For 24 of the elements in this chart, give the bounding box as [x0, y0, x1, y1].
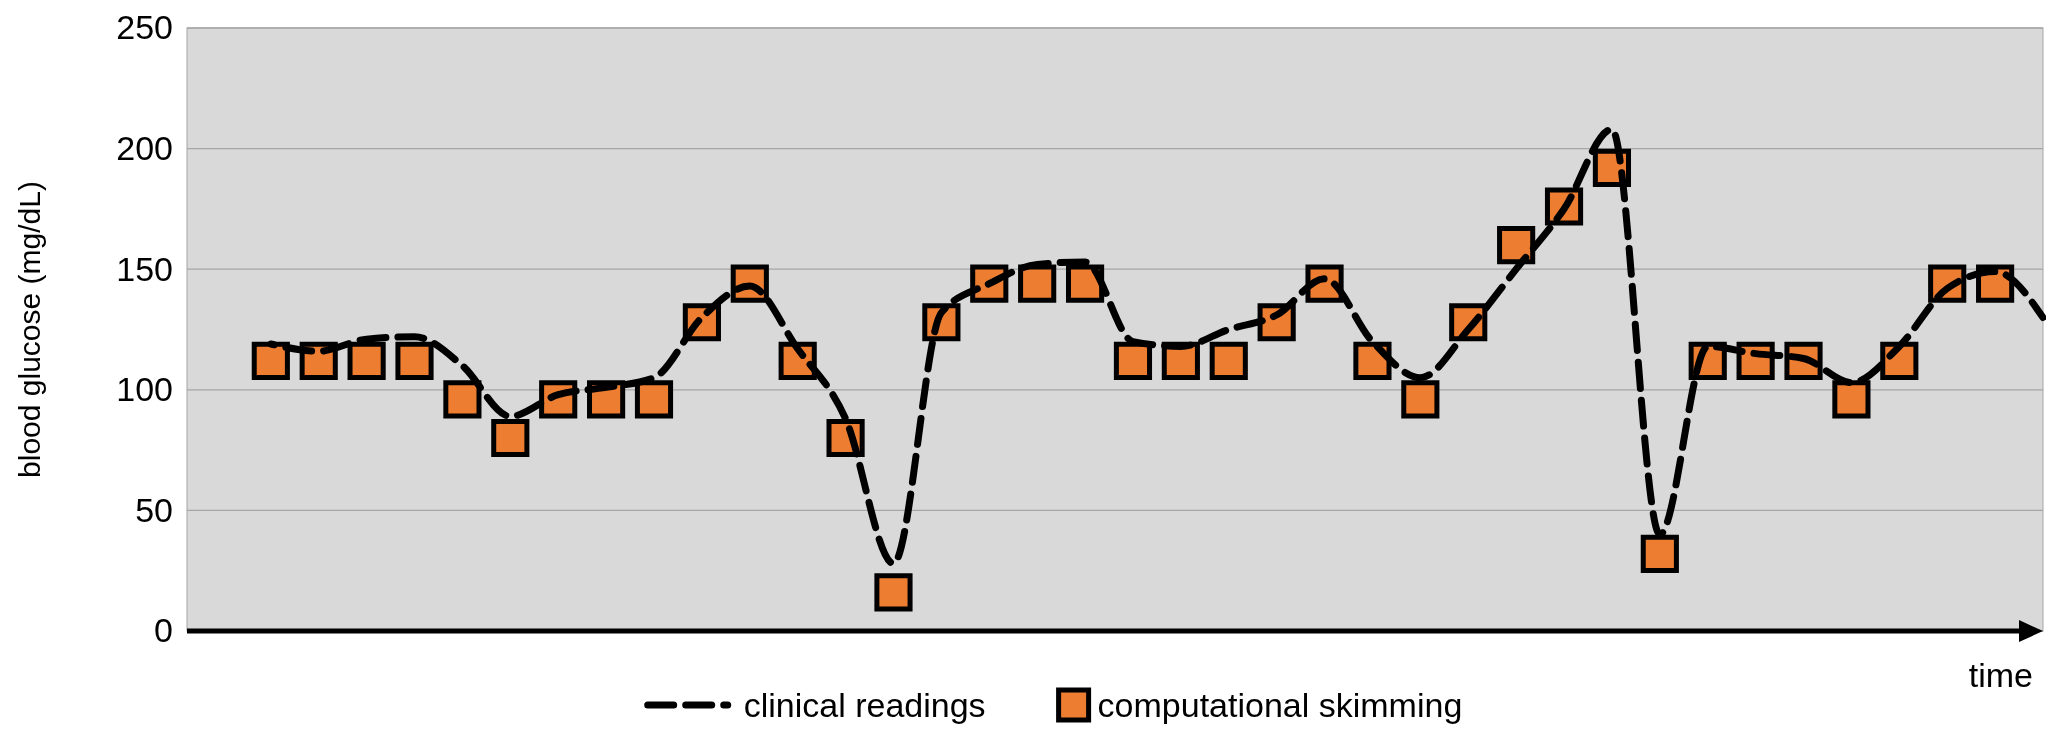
point — [491, 418, 530, 458]
y-tick-label: 200 — [116, 128, 173, 167]
y-axis-title: blood glucose (mg/dL) — [13, 181, 46, 478]
y-tick-label: 0 — [154, 611, 173, 650]
point — [1401, 380, 1440, 419]
y-tick-label: 100 — [116, 370, 173, 409]
x-axis-title: time — [1968, 656, 2033, 694]
point — [1640, 534, 1679, 573]
point — [634, 380, 674, 419]
y-tick-label: 150 — [116, 249, 173, 288]
legend-label: clinical readings — [743, 686, 986, 724]
y-tick-label: 50 — [135, 490, 173, 529]
point — [347, 341, 386, 380]
point — [1018, 264, 1057, 303]
point — [443, 380, 482, 419]
point — [1832, 380, 1871, 419]
legend-label: computational skimming — [1097, 686, 1463, 724]
point — [395, 341, 434, 380]
point — [1209, 341, 1248, 380]
point — [251, 341, 290, 380]
point — [874, 573, 913, 612]
y-tick-label: 250 — [116, 8, 173, 47]
point — [1113, 341, 1153, 380]
point — [1497, 226, 1536, 265]
